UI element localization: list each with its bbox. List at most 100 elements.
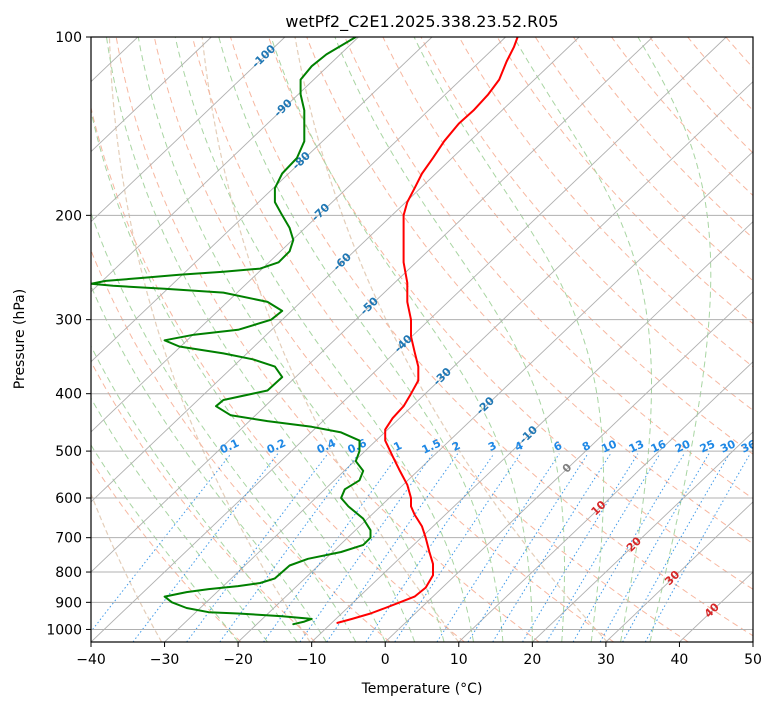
y-axis-label: Pressure (hPa) [12, 289, 28, 389]
isotherm-line [91, 37, 580, 503]
background-lines [0, 37, 775, 642]
mixing-ratio-line [263, 453, 400, 642]
isotherm-line [679, 571, 753, 642]
theta-e-line [91, 492, 163, 642]
dry-adiabat [534, 37, 753, 282]
mixing-ratio-line [394, 453, 521, 642]
moist-adiabat [637, 37, 712, 642]
moist-adiabat [91, 345, 298, 642]
dry-adiabat [91, 249, 391, 642]
mixing-ratio-line [467, 453, 589, 642]
moist-adiabat [137, 37, 445, 642]
x-tick-label: −10 [297, 652, 327, 668]
moist-adiabat [334, 37, 565, 642]
isotherm-line [532, 431, 753, 642]
chart-title: wetPf2_C2E1.2025.338.23.52.R05 [285, 12, 558, 32]
mixing-ratio-label: 30 [718, 437, 738, 455]
isotherm-line [91, 37, 212, 153]
y-tick-label: 200 [55, 208, 82, 224]
isotherm-line [91, 37, 359, 293]
moist-adiabat [91, 211, 357, 642]
dry-adiabat [725, 37, 753, 69]
y-tick-label: 400 [55, 387, 82, 403]
dry-adiabat [649, 37, 753, 154]
dry-adiabat [115, 37, 540, 642]
mixing-ratio-label: 36 [739, 437, 759, 455]
dry-adiabat [91, 105, 465, 642]
moist-adiabat [91, 109, 386, 642]
moist-adiabat [413, 37, 605, 642]
isotherm-line [91, 37, 286, 223]
x-tick-label: −30 [150, 652, 180, 668]
mixing-ratio-line [572, 453, 685, 642]
x-axis-label: Temperature (°C) [361, 681, 483, 697]
mixing-ratio-label: 13 [627, 437, 646, 455]
mixing-ratio-line [644, 453, 751, 642]
y-axis-ticks: 100 200 300 400 500 600 700 800 900 1000 [46, 30, 91, 638]
dry-adiabat [230, 37, 753, 637]
mixing-ratio-line [326, 453, 459, 642]
mixing-ratio-label: 0.2 [265, 437, 288, 457]
isotherm-line [237, 151, 753, 642]
isotherm-line [752, 641, 753, 642]
dry-adiabat [91, 459, 242, 642]
dry-adiabat [91, 360, 316, 642]
dry-adiabat [191, 37, 689, 642]
x-tick-label: 30 [597, 652, 615, 668]
mixing-ratio-label: 20 [673, 437, 693, 455]
isotherm-line [0, 37, 64, 642]
moist-adiabat [174, 37, 474, 642]
y-tick-label: 100 [55, 30, 82, 46]
dry-adiabat [382, 37, 753, 455]
y-tick-label: 900 [55, 595, 82, 611]
dry-adiabat [153, 37, 614, 642]
mixing-ratio-label: 10 [599, 437, 619, 455]
dry-adiabat [764, 37, 775, 642]
theta-e-line [201, 37, 460, 642]
dry-adiabat [611, 37, 753, 197]
isotherm-line [605, 501, 753, 642]
isotherm-line [91, 37, 654, 573]
mixing-ratio-line [492, 453, 612, 642]
dry-adiabat [306, 37, 753, 545]
plot-frame [90, 36, 754, 643]
mixing-ratio-line [436, 453, 560, 642]
moist-adiabat [91, 397, 268, 642]
x-tick-label: −20 [223, 652, 253, 668]
isotherm-line [91, 37, 433, 363]
mixing-ratio-label: 16 [649, 437, 669, 455]
theta-e-line [294, 37, 608, 642]
pressure-grid [91, 37, 753, 630]
y-tick-label: 700 [55, 531, 82, 547]
mixing-ratio-line [219, 453, 360, 642]
mixing-ratio-labels: 0.1 0.2 0.4 0.6 1 1.5 2 3 4 6 8 10 13 16 20 25 30 36 [218, 436, 759, 457]
x-tick-label: 20 [523, 652, 541, 668]
isotherm-line [164, 80, 753, 642]
mixing-ratio-label: 1.5 [420, 437, 443, 457]
isotherm-line [458, 361, 753, 642]
dry-adiabat [344, 37, 753, 500]
moist-adiabat [270, 37, 533, 642]
mixing-ratio-line [599, 453, 710, 642]
mixing-ratio-label: 0.1 [218, 437, 241, 457]
mixing-ratio-line [522, 453, 639, 642]
isotherm-line [91, 37, 727, 642]
mixing-ratio-label: 1 [392, 439, 404, 454]
y-tick-label: 300 [55, 313, 82, 329]
theta-e-line [108, 37, 311, 642]
dry-adiabat [496, 37, 753, 325]
moist-adiabat [513, 37, 652, 642]
y-tick-label: 600 [55, 491, 82, 507]
x-tick-label: 50 [744, 652, 762, 668]
isotherm-line [384, 291, 753, 642]
dry-adiabat [572, 37, 753, 239]
y-tick-label: 1000 [46, 622, 82, 638]
dry-adiabat [268, 37, 753, 590]
moist-adiabat [218, 37, 504, 642]
mixing-ratio-label: 0.4 [315, 436, 338, 456]
x-tick-label: 40 [671, 652, 689, 668]
mixing-ratio-line [186, 453, 329, 642]
moist-adiabat [106, 37, 416, 642]
isotherm-line [91, 37, 506, 433]
